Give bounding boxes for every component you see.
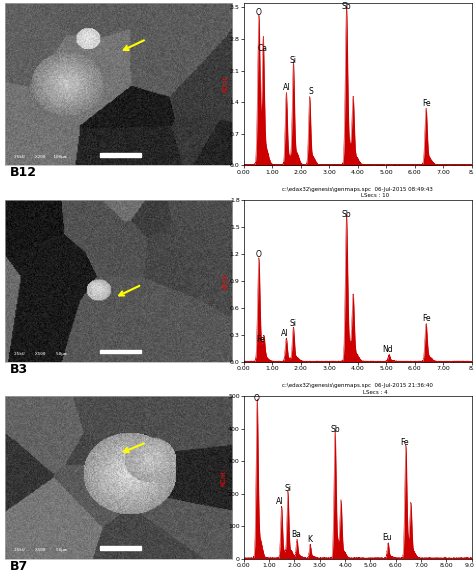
Bar (100, 153, 141, 156)
Text: Sb: Sb (330, 425, 340, 435)
Title: c:\edax32\genesis\genmaps.spc  06-Jul-2015 08:49:43
                    LSecs : : c:\edax32\genesis\genmaps.spc 06-Jul-201… (283, 187, 433, 198)
Text: S: S (309, 87, 313, 96)
Y-axis label: KCnt: KCnt (222, 76, 228, 92)
Bar (100, 546, 141, 550)
Text: 25kU    X500    50μm: 25kU X500 50μm (14, 548, 66, 553)
Text: Eu: Eu (382, 533, 392, 542)
Text: Fe: Fe (400, 439, 409, 447)
Text: 25kU    X200   100μm: 25kU X200 100μm (14, 155, 66, 159)
Text: Si: Si (284, 484, 292, 493)
Text: Sb: Sb (342, 210, 351, 218)
Text: Al: Al (283, 83, 290, 92)
Text: K: K (308, 535, 313, 544)
Text: Si: Si (290, 319, 297, 328)
Text: 25kU    X500    50μm: 25kU X500 50μm (14, 352, 66, 356)
Text: Al: Al (276, 497, 283, 506)
Text: Fe: Fe (256, 335, 265, 344)
Text: Fe: Fe (422, 99, 430, 107)
Title: c:\edax32\genesis\genmaps.spc  06-Jul-2015 20:21:14
                    LSecs : : c:\edax32\genesis\genmaps.spc 06-Jul-201… (283, 0, 433, 1)
Text: O: O (256, 8, 262, 17)
Text: O: O (254, 394, 260, 403)
Text: Al: Al (281, 329, 288, 338)
Text: O: O (256, 250, 262, 259)
Text: B7: B7 (9, 560, 27, 573)
Y-axis label: KCnt: KCnt (222, 273, 228, 289)
Text: Si: Si (290, 56, 297, 64)
Text: Ca: Ca (257, 45, 267, 53)
Text: B12: B12 (9, 166, 36, 180)
Text: Ba: Ba (291, 530, 301, 539)
Title: c:\edax32\genesis\genmaps.spc  06-Jul-2015 21:36:40
                    LSecs : : c:\edax32\genesis\genmaps.spc 06-Jul-201… (283, 383, 433, 394)
Text: Fe: Fe (422, 314, 430, 324)
Text: Nd: Nd (383, 345, 393, 354)
Bar (100, 350, 141, 353)
Text: Sb: Sb (342, 2, 351, 10)
Y-axis label: KCnt: KCnt (220, 469, 227, 486)
Text: B3: B3 (9, 363, 27, 376)
